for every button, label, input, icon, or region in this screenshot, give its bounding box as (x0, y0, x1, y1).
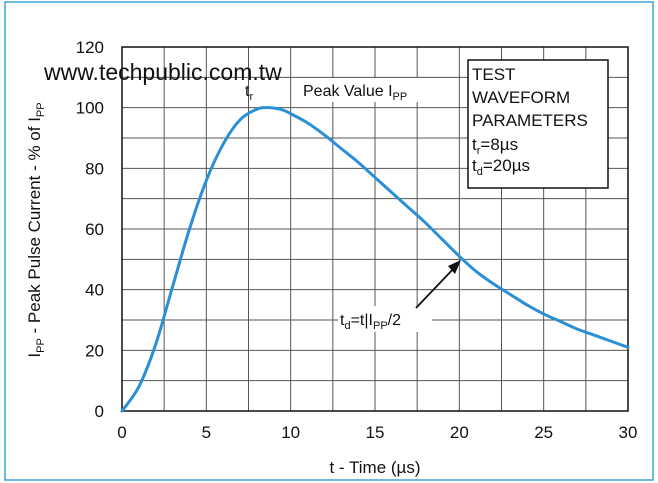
y-tick-label: 60 (85, 220, 104, 239)
x-tick-label: 10 (281, 423, 300, 442)
peak-label-bg (298, 78, 436, 102)
param-line-1: TEST (472, 65, 515, 84)
watermark-text: www.techpublic.com.tw (43, 59, 282, 85)
param-line-3: PARAMETERS (472, 111, 588, 130)
x-tick-label: 30 (619, 423, 638, 442)
param-td: td=20µs (472, 156, 530, 178)
annotation-tr: tr (245, 83, 253, 103)
x-tick-label: 25 (534, 423, 553, 442)
y-axis-title: IPP - Peak Pulse Current - % of IPP (25, 102, 47, 357)
y-tick-label: 40 (85, 281, 104, 300)
x-tick-label: 15 (366, 423, 385, 442)
x-axis-title: t - Time (µs) (329, 458, 420, 477)
param-box-frame (467, 59, 609, 189)
y-tick-labels: 0 20 40 60 80 100 120 (76, 38, 104, 421)
y-tick-label: 80 (85, 159, 104, 178)
plot-area (121, 46, 629, 412)
y-tick-label: 120 (76, 38, 104, 57)
param-line-2: WAVEFORM (472, 88, 570, 107)
td-arrow-head (448, 260, 461, 274)
x-tick-label: 5 (202, 423, 211, 442)
y-tick-label: 20 (85, 341, 104, 360)
annotation-peak: Peak Value IPP (303, 83, 407, 103)
test-parameters-box: TEST WAVEFORM PARAMETERS tr=8µs td=20µs (467, 59, 609, 189)
series-group (120, 106, 630, 413)
td-arrow-line (415, 265, 457, 309)
td-label-bg (338, 306, 432, 332)
x-tick-label: 0 (117, 423, 126, 442)
y-tick-label: 0 (95, 402, 104, 421)
x-tick-labels: 0 5 10 15 20 25 30 (117, 423, 637, 442)
annotation-td: td=t|IPP/2 (340, 312, 401, 332)
series-line (120, 106, 630, 413)
y-tick-label: 100 (76, 99, 104, 118)
x-tick-label: 20 (450, 423, 469, 442)
param-tr: tr=8µs (472, 135, 518, 157)
